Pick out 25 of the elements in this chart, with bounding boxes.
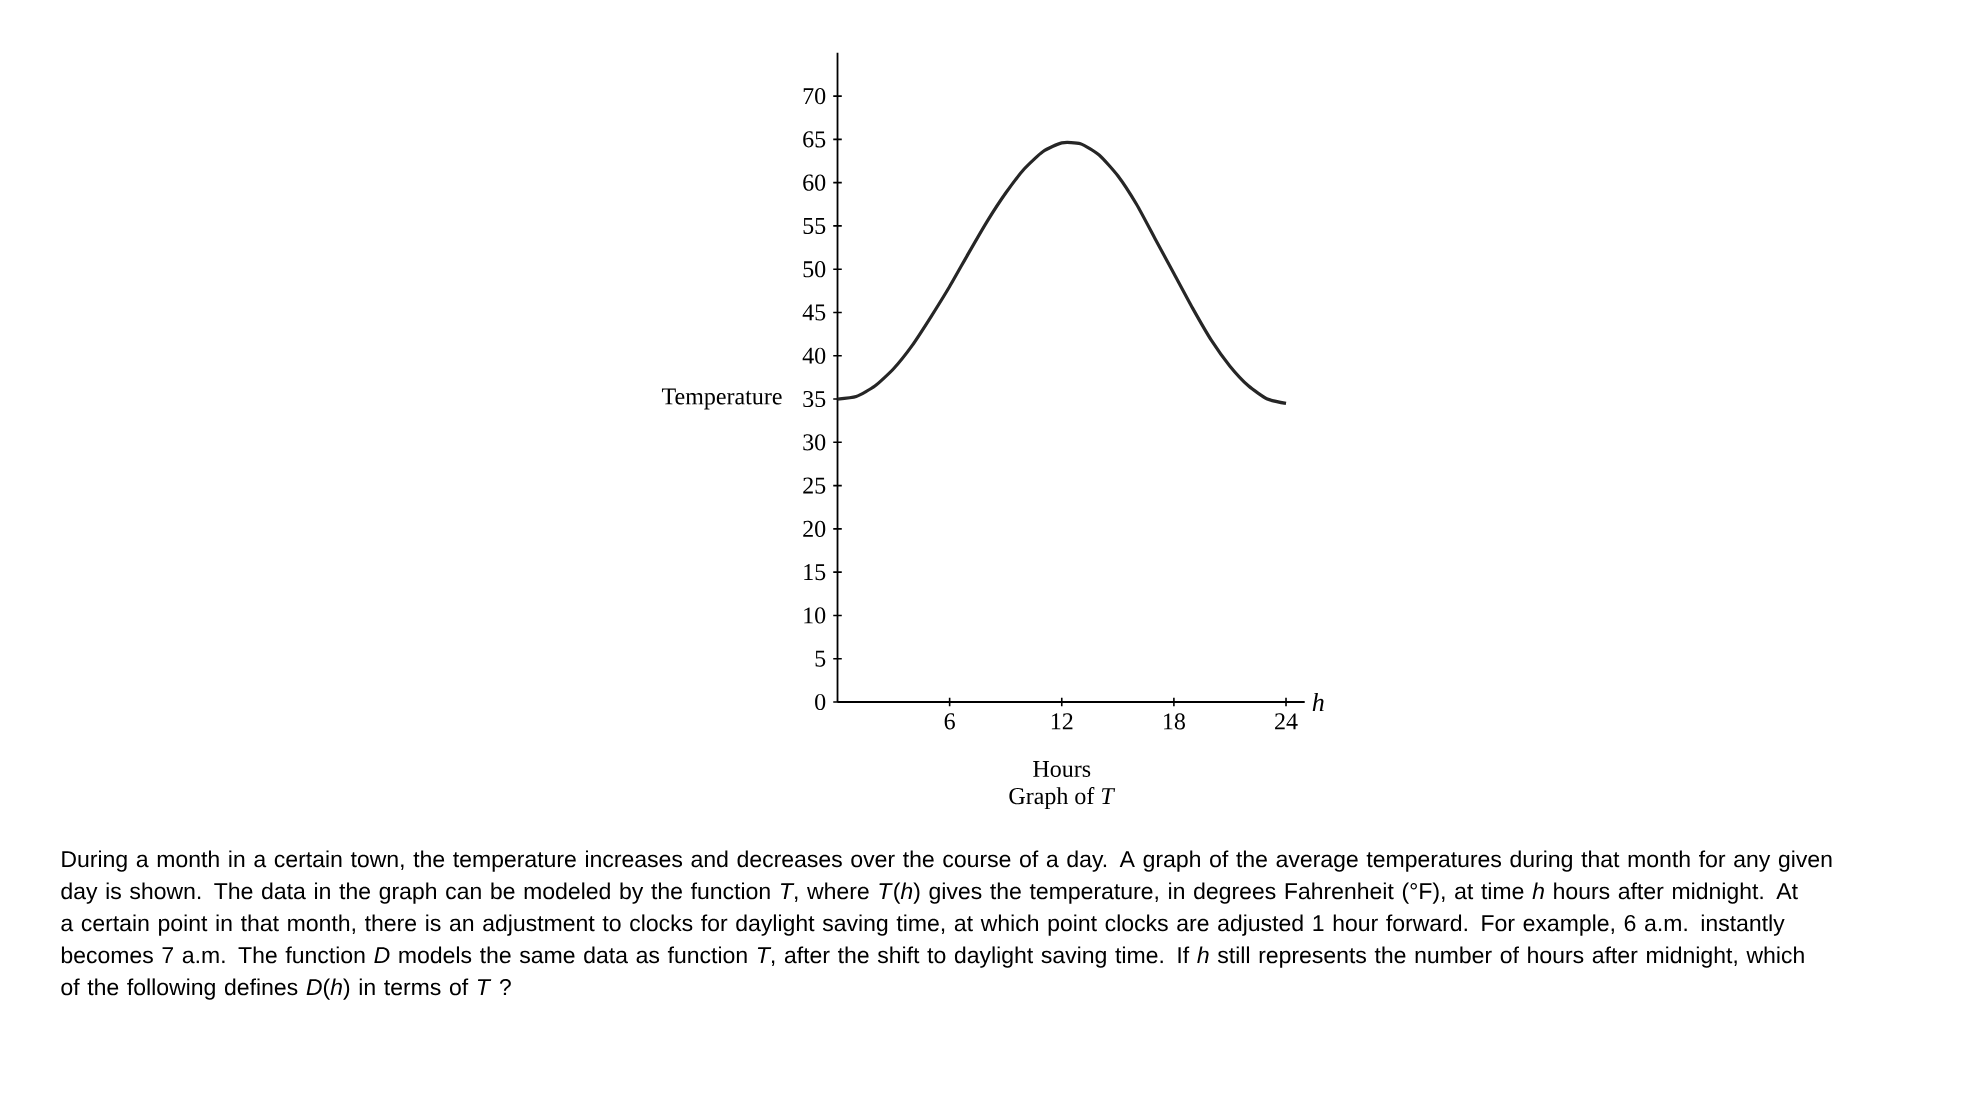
y-tick-label: 45 bbox=[802, 304, 826, 321]
y-tick-label: 0 bbox=[815, 693, 826, 711]
y-tick-label: 30 bbox=[803, 434, 826, 451]
y-tick-label: 20 bbox=[803, 520, 826, 537]
y-tick-label: 70 bbox=[803, 87, 826, 105]
line-series bbox=[835, 140, 1288, 405]
x-tick-label: 18 bbox=[1163, 713, 1185, 730]
text: Graph of T bbox=[1009, 787, 1116, 810]
y-tick-label: 50 bbox=[803, 261, 826, 278]
y-tick-label: 55 bbox=[803, 217, 826, 234]
x-tick-label: 24 bbox=[1275, 713, 1298, 730]
x-tick-label: 12 bbox=[1051, 713, 1073, 730]
x-axis-title: Hours bbox=[1033, 761, 1091, 777]
y-tick-label: 10 bbox=[804, 607, 826, 624]
text: During a month in a certain town, the temperature increases and decreases over the course of a day. A graph of the average temperatures during that month for any given day is shown. The data in the graph can be modeled by the function T, where T(h) gives the temperature, in degrees Fahrenheit (°F), at time h hours after midnight. At a certain point in that month, there is an adjustment to clocks for daylight saving time, at which point clocks are adjusted 1 hour forward. For example, 6 a.m. instantly becomes 7 a.m. The function D models the same data as function T, after the shift to daylight saving time. If h still represents the number of hours after midnight, which of the following defines D(h) in terms of T ? bbox=[61, 850, 1832, 1000]
text: h bbox=[1312, 692, 1324, 711]
y-tick-label: 40 bbox=[802, 347, 826, 364]
y-tick-label: 25 bbox=[803, 477, 826, 494]
y-axis-title: Temperature bbox=[661, 388, 782, 410]
x-tick-label: 6 bbox=[944, 713, 955, 730]
y-tick-label: 15 bbox=[804, 564, 826, 581]
y-tick-label: 5 bbox=[815, 650, 826, 667]
y-tick-label: 35 bbox=[803, 390, 826, 408]
y-tick-label: 60 bbox=[803, 174, 826, 191]
y-tick-label: 65 bbox=[803, 131, 826, 148]
